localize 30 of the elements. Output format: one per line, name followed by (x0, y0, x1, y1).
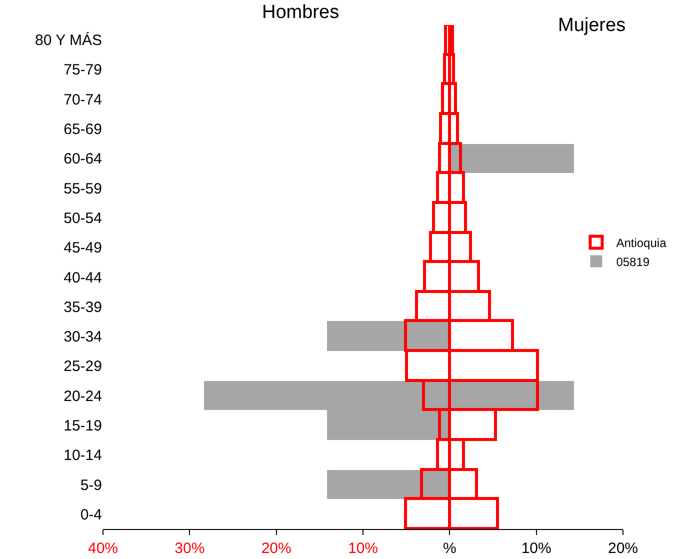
y-tick-label: 15-19 (64, 417, 102, 434)
y-tick-label: 65-69 (64, 121, 102, 138)
y-tick-label: 10-14 (64, 447, 102, 464)
y-tick-label: 35-39 (64, 298, 102, 316)
y-tick-label: 50-54 (64, 210, 102, 227)
x-tick-label: 10% (521, 540, 552, 557)
y-tick-label: 0-4 (80, 506, 102, 524)
text: Hombres (262, 2, 340, 23)
legend-label: 05819 (616, 254, 650, 269)
y-tick-label: 5-9 (80, 476, 102, 494)
x-tick-label: 40% (88, 540, 118, 557)
y-tick-label: 75-79 (64, 62, 102, 79)
y-tick-label: 70-74 (64, 91, 102, 108)
y-tick-label: 55-59 (64, 180, 102, 198)
x-tick-label: 10% (348, 540, 378, 557)
y-tick-label: 40-44 (64, 269, 102, 286)
y-tick-label: 60-64 (64, 150, 102, 168)
legend-label: Antioquia (616, 236, 667, 250)
bar (327, 321, 450, 351)
y-tick-label: 45-49 (64, 240, 102, 257)
y-tick-label: 20-24 (64, 388, 102, 405)
y-tick-label: 25-29 (64, 358, 102, 376)
x-tick-label: 20% (608, 540, 638, 557)
x-tick-label: 20% (261, 540, 292, 557)
x-tick-label: 30% (174, 540, 205, 557)
annotation: Mujeres (558, 15, 626, 36)
x-tick-label: % (443, 540, 456, 557)
y-tick-label: 80 Y MÁS (35, 31, 102, 50)
bar (327, 470, 450, 499)
y-tick-label: 30-34 (64, 328, 102, 346)
